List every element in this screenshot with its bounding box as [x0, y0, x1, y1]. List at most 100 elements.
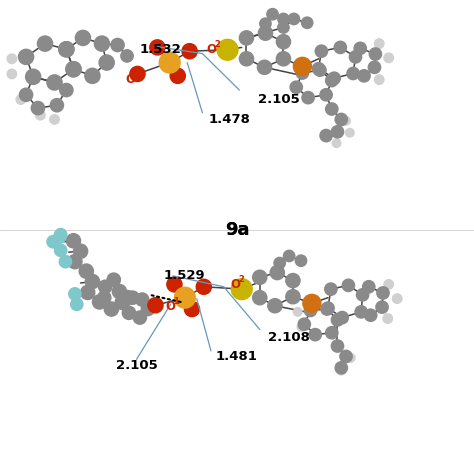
Text: 1.478: 1.478: [209, 113, 250, 126]
Circle shape: [270, 265, 284, 280]
Circle shape: [112, 284, 127, 299]
Circle shape: [121, 50, 133, 62]
Circle shape: [328, 72, 340, 84]
Circle shape: [66, 62, 81, 77]
Circle shape: [336, 311, 348, 324]
Circle shape: [167, 277, 182, 292]
Circle shape: [286, 273, 300, 288]
Circle shape: [239, 52, 254, 66]
Circle shape: [47, 236, 59, 248]
Text: 1.481: 1.481: [216, 350, 257, 363]
Circle shape: [159, 52, 180, 73]
Circle shape: [296, 67, 309, 79]
Circle shape: [55, 228, 67, 241]
Circle shape: [298, 318, 310, 330]
Circle shape: [59, 42, 74, 57]
Circle shape: [302, 91, 314, 104]
Circle shape: [258, 26, 273, 40]
Circle shape: [295, 255, 307, 266]
Circle shape: [104, 302, 118, 316]
Circle shape: [55, 244, 67, 256]
Circle shape: [383, 314, 392, 323]
Circle shape: [133, 311, 146, 324]
Circle shape: [356, 289, 369, 301]
Circle shape: [99, 280, 112, 293]
Circle shape: [315, 45, 328, 57]
Circle shape: [384, 53, 393, 63]
Circle shape: [85, 274, 100, 289]
Circle shape: [92, 295, 107, 309]
Circle shape: [130, 66, 145, 82]
Circle shape: [303, 294, 321, 312]
Circle shape: [276, 35, 291, 49]
Circle shape: [37, 36, 53, 51]
Text: 9a: 9a: [225, 221, 249, 239]
Text: 2: 2: [238, 275, 244, 284]
Circle shape: [346, 128, 354, 137]
Circle shape: [276, 52, 291, 66]
Circle shape: [326, 74, 338, 87]
Circle shape: [36, 110, 45, 120]
Circle shape: [75, 30, 91, 46]
Circle shape: [170, 68, 185, 83]
Circle shape: [239, 31, 254, 45]
Circle shape: [115, 295, 129, 310]
Circle shape: [267, 9, 278, 20]
Circle shape: [274, 257, 285, 269]
Circle shape: [79, 264, 93, 278]
Circle shape: [354, 42, 366, 55]
Circle shape: [355, 306, 367, 318]
Circle shape: [69, 288, 81, 300]
Circle shape: [347, 67, 359, 80]
Circle shape: [320, 129, 332, 142]
Circle shape: [392, 294, 402, 303]
Circle shape: [81, 285, 95, 300]
Circle shape: [283, 250, 295, 262]
Circle shape: [331, 314, 344, 326]
Circle shape: [322, 302, 334, 314]
Circle shape: [257, 60, 272, 74]
Circle shape: [27, 70, 40, 83]
Circle shape: [331, 126, 344, 138]
Circle shape: [196, 279, 211, 294]
Circle shape: [141, 302, 155, 316]
Circle shape: [174, 287, 195, 308]
Circle shape: [31, 101, 45, 115]
Circle shape: [337, 366, 346, 375]
Circle shape: [376, 301, 388, 313]
Circle shape: [19, 88, 33, 101]
Circle shape: [16, 95, 26, 104]
Text: O: O: [165, 300, 175, 313]
Circle shape: [54, 231, 66, 243]
Circle shape: [358, 70, 370, 82]
Circle shape: [286, 290, 300, 304]
Circle shape: [60, 83, 73, 97]
Circle shape: [349, 51, 362, 63]
Text: O: O: [126, 73, 136, 86]
Circle shape: [374, 39, 384, 48]
Text: 2.108: 2.108: [268, 331, 310, 344]
Circle shape: [368, 61, 381, 73]
Circle shape: [126, 291, 139, 304]
Circle shape: [7, 69, 17, 79]
Circle shape: [182, 44, 197, 59]
Circle shape: [301, 17, 313, 28]
Circle shape: [253, 291, 267, 305]
Text: 2.105: 2.105: [116, 359, 158, 373]
Circle shape: [111, 38, 124, 52]
Circle shape: [94, 36, 109, 51]
Circle shape: [293, 57, 311, 75]
Circle shape: [377, 287, 389, 299]
Circle shape: [340, 350, 352, 363]
Circle shape: [184, 301, 200, 317]
Circle shape: [68, 255, 82, 269]
Circle shape: [325, 283, 337, 295]
Text: 1: 1: [134, 70, 140, 79]
Circle shape: [323, 133, 331, 142]
Circle shape: [290, 81, 302, 93]
Circle shape: [331, 340, 344, 352]
Circle shape: [346, 354, 355, 362]
Circle shape: [369, 48, 382, 60]
Circle shape: [342, 117, 350, 125]
Circle shape: [107, 273, 120, 286]
